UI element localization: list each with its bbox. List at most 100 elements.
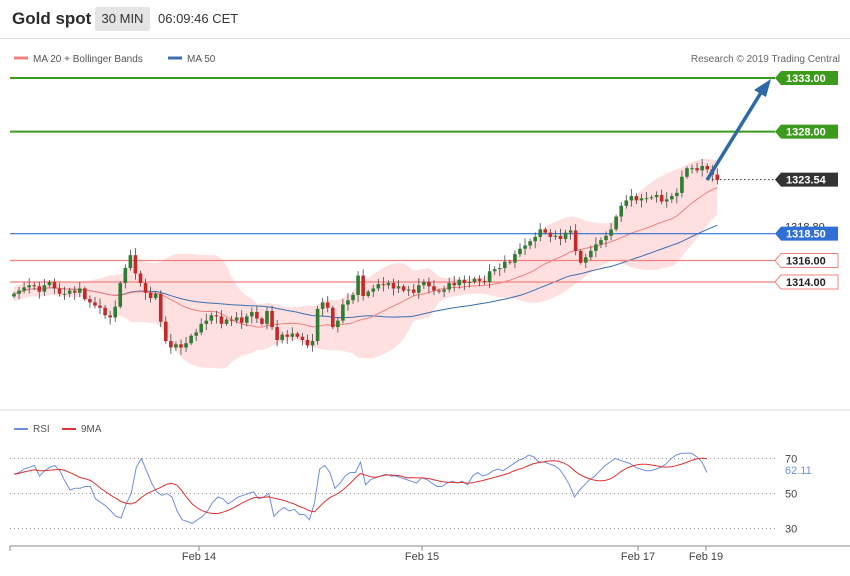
candle <box>336 317 340 333</box>
candle-body <box>315 308 320 342</box>
candle <box>503 255 507 273</box>
candle-body <box>396 286 401 289</box>
credit-text: Research © 2019 Trading Central <box>691 54 840 65</box>
candle-body <box>513 254 517 263</box>
candle <box>670 193 674 203</box>
candle-body <box>563 232 568 240</box>
candle-body <box>67 290 72 294</box>
candle-body <box>558 235 563 240</box>
candle-body <box>285 334 290 337</box>
candle <box>214 310 219 324</box>
x-tick-label: Feb 14 <box>182 551 216 563</box>
candle <box>17 286 21 300</box>
candle <box>690 164 694 174</box>
candle <box>366 289 370 298</box>
candle-body <box>659 195 664 202</box>
candle-body <box>366 291 370 296</box>
candle <box>452 275 457 292</box>
candle <box>619 202 623 222</box>
candle <box>715 168 720 185</box>
candle <box>680 170 684 198</box>
candle-body <box>594 244 598 251</box>
candle <box>83 286 87 302</box>
candle-body <box>224 319 229 324</box>
candle <box>457 277 462 289</box>
candle <box>573 224 578 256</box>
candle <box>644 192 649 203</box>
candle <box>93 297 97 309</box>
candle-body <box>184 343 188 348</box>
rsi-tick-label: 70 <box>785 454 797 466</box>
candle <box>523 238 527 255</box>
candle-body <box>22 287 26 291</box>
candle <box>244 313 249 327</box>
candle-body <box>189 335 193 344</box>
candle <box>548 228 553 243</box>
candle <box>285 330 290 344</box>
candle-body <box>700 166 704 171</box>
candle-body <box>250 312 254 317</box>
candle <box>497 263 502 277</box>
candle <box>664 192 669 208</box>
level-tag-1316.00: 1316.00 <box>774 253 839 269</box>
candle-body <box>538 229 543 237</box>
forecast-arrow-shaft <box>705 90 764 181</box>
level-tag-text: 1323.54 <box>786 175 827 187</box>
candle <box>148 286 153 303</box>
candle-body <box>528 241 532 246</box>
candle <box>624 195 629 209</box>
candle-body <box>568 230 573 233</box>
timeframe-button[interactable]: 30 MIN <box>95 7 150 31</box>
candle <box>386 280 391 289</box>
candle <box>563 229 568 243</box>
candle <box>32 282 37 290</box>
candle <box>411 284 416 296</box>
candle-body <box>88 299 92 303</box>
candle-body <box>244 316 249 323</box>
candle <box>594 237 598 258</box>
candle <box>290 327 295 342</box>
level-tag-bg <box>775 172 838 187</box>
candle-body <box>690 168 694 170</box>
candle-body <box>320 302 325 309</box>
instrument-title: Gold spot <box>12 9 92 28</box>
rsi-tick-label: 30 <box>785 524 797 536</box>
candle-body <box>290 333 295 337</box>
candle-body <box>118 283 123 307</box>
candle <box>305 334 310 349</box>
candle <box>229 315 234 327</box>
candle-body <box>351 294 355 301</box>
level-tag-1323.54: 1323.54 <box>775 172 838 187</box>
candle-body <box>386 283 391 286</box>
candle-body <box>300 336 305 340</box>
candle-body <box>310 341 315 346</box>
candle-body <box>169 341 173 348</box>
candle <box>538 223 543 242</box>
candle <box>356 271 360 302</box>
candle-body <box>624 200 629 206</box>
level-tag-1314.00: 1314.00 <box>774 274 839 290</box>
candle <box>513 250 517 269</box>
candle <box>57 283 62 297</box>
candle-body <box>508 261 512 263</box>
candle-body <box>204 320 209 324</box>
candle-body <box>578 250 583 263</box>
candle-body <box>644 198 649 200</box>
candle <box>351 292 355 304</box>
candle-body <box>437 290 441 292</box>
candle <box>27 278 31 294</box>
candle-body <box>604 235 608 241</box>
candle <box>518 243 522 257</box>
candle <box>341 299 345 324</box>
candle-body <box>113 306 117 318</box>
candle-body <box>270 310 274 328</box>
candle-body <box>695 168 699 171</box>
candle-body <box>209 315 214 321</box>
legend-ma50-label: MA 50 <box>187 54 216 65</box>
candle-body <box>573 230 578 251</box>
candle-body <box>325 302 330 308</box>
level-tag-1333.00: 1333.00 <box>775 71 838 85</box>
candle <box>401 284 406 293</box>
candle-body <box>553 235 558 237</box>
candle-body <box>42 285 47 292</box>
